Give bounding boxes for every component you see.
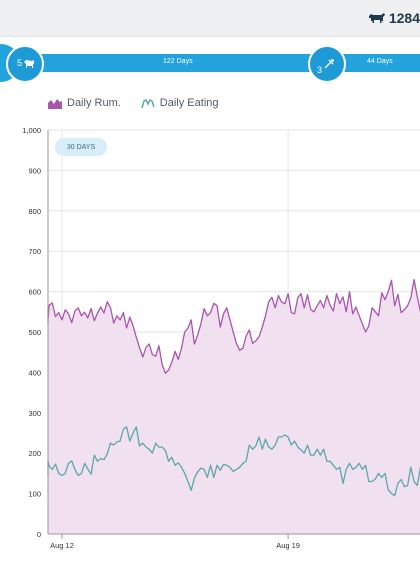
legend-label-eating: Daily Eating [159,97,219,109]
calving-event-number: 5 [17,58,23,68]
y-tick-label: 600 [28,288,41,297]
insemination-event-number: 3 [317,65,323,75]
y-tick-label: 800 [28,207,41,216]
insemination-event-marker[interactable]: 3 [308,45,346,83]
cow-id-display: 1284 [368,9,420,27]
y-tick-label: 900 [28,166,41,175]
legend-item-rumination[interactable]: Daily Rum. [48,97,121,109]
y-tick-label: 400 [28,368,41,377]
insemination-days-label: 44 Days [367,58,393,65]
y-tick-label: 500 [28,328,41,337]
calving-days-label: 122 Days [163,58,193,65]
range-30-days-button[interactable]: 30 DAYS [55,138,107,156]
eating-line-icon [141,98,155,109]
cow-id-number: 1284 [388,10,420,26]
x-tick-label: Aug 12 [50,541,74,550]
calving-event-marker[interactable]: 5 [6,45,44,83]
y-tick-label: 100 [28,490,41,499]
insemination-icon [323,58,335,70]
x-tick-label: Aug 19 [276,541,300,550]
chart-svg: 0 100 200 300 400 500 600 700 800 900 1,000 Aug 12 A… [22,126,420,550]
rumination-area-layer [48,279,420,534]
eating-line [47,426,420,497]
y-tick-label: 300 [28,409,41,418]
calving-icon [23,59,35,69]
cow-icon [368,12,386,24]
y-tick-label: 200 [28,449,41,458]
top-bar: 1284 [0,0,420,37]
lactation-timeline: 5 122 Days 3 44 Days [0,44,420,83]
rumination-line [47,278,420,374]
y-tick-label: 1,000 [22,126,41,135]
series-line-layer [47,278,420,497]
timeline-bar [0,54,420,72]
chart-axes: 0 100 200 300 400 500 600 700 800 900 1,000 Aug 12 A… [22,126,420,550]
rumination-eating-chart: 0 100 200 300 400 500 600 700 800 900 1,000 Aug 12 A… [0,120,420,563]
rumination-area-icon [48,98,62,109]
chart-legend: Daily Rum. Daily Eating [48,94,219,112]
y-tick-label: 0 [37,530,41,539]
rumination-area [48,279,420,534]
y-tick-label: 700 [28,247,41,256]
legend-item-eating[interactable]: Daily Eating [141,97,219,109]
legend-label-rumination: Daily Rum. [67,97,121,109]
